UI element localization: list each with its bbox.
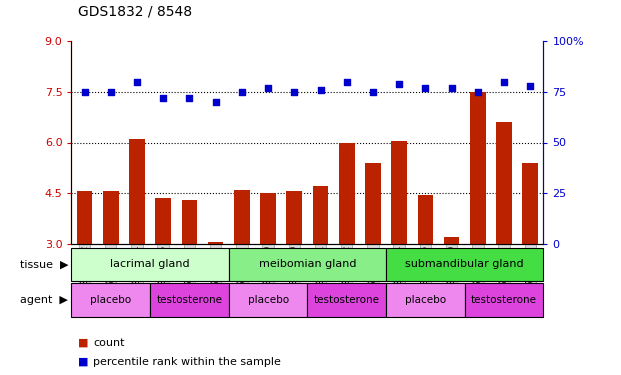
Bar: [307, 283, 386, 317]
Point: [106, 89, 116, 95]
Text: testosterone: testosterone: [314, 295, 379, 305]
Text: tissue  ▶: tissue ▶: [20, 260, 68, 269]
Text: meibomian gland: meibomian gland: [258, 260, 356, 269]
Point: [237, 89, 247, 95]
Point: [211, 99, 220, 105]
Bar: [155, 198, 171, 244]
Text: testosterone: testosterone: [156, 295, 222, 305]
Point: [263, 85, 273, 91]
Bar: [286, 191, 302, 244]
Bar: [496, 122, 512, 244]
Point: [158, 95, 168, 101]
Bar: [444, 237, 460, 244]
Bar: [465, 283, 543, 317]
Point: [289, 89, 299, 95]
Bar: [129, 139, 145, 244]
Point: [342, 79, 351, 85]
Bar: [71, 248, 229, 281]
Text: testosterone: testosterone: [471, 295, 537, 305]
Bar: [234, 190, 250, 244]
Point: [315, 87, 325, 93]
Bar: [417, 195, 433, 244]
Bar: [312, 186, 329, 244]
Text: lacrimal gland: lacrimal gland: [111, 260, 190, 269]
Text: submandibular gland: submandibular gland: [406, 260, 524, 269]
Point: [132, 79, 142, 85]
Bar: [470, 92, 486, 244]
Point: [446, 85, 456, 91]
Text: placebo: placebo: [90, 295, 131, 305]
Text: placebo: placebo: [248, 295, 289, 305]
Bar: [103, 191, 119, 244]
Text: placebo: placebo: [405, 295, 446, 305]
Point: [368, 89, 378, 95]
Text: GDS1832 / 8548: GDS1832 / 8548: [78, 5, 192, 19]
Point: [473, 89, 483, 95]
Point: [184, 95, 194, 101]
Text: agent  ▶: agent ▶: [20, 295, 68, 305]
Bar: [76, 191, 93, 244]
Point: [420, 85, 430, 91]
Bar: [208, 242, 224, 244]
Bar: [522, 163, 538, 244]
Text: ■: ■: [78, 357, 88, 367]
Text: count: count: [93, 338, 125, 348]
Point: [499, 79, 509, 85]
Bar: [229, 283, 307, 317]
Bar: [150, 283, 229, 317]
Bar: [391, 141, 407, 244]
Point: [394, 81, 404, 87]
Point: [525, 83, 535, 89]
Bar: [260, 193, 276, 244]
Bar: [339, 142, 355, 244]
Text: percentile rank within the sample: percentile rank within the sample: [93, 357, 281, 367]
Bar: [229, 248, 386, 281]
Bar: [181, 200, 197, 244]
Text: ■: ■: [78, 338, 88, 348]
Bar: [386, 283, 465, 317]
Bar: [386, 248, 543, 281]
Bar: [365, 163, 381, 244]
Point: [79, 89, 89, 95]
Bar: [71, 283, 150, 317]
